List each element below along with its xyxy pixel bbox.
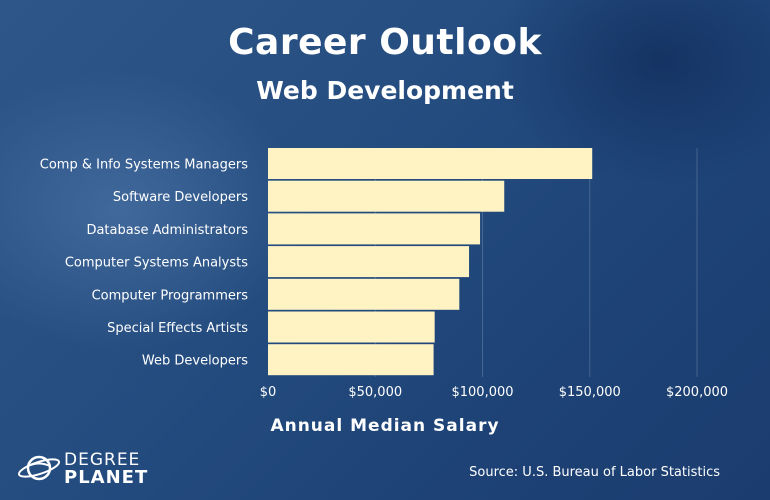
x-axis-label: Annual Median Salary bbox=[270, 416, 500, 436]
x-tick-label: $50,000 bbox=[348, 385, 402, 400]
category-label: Web Developers bbox=[142, 354, 248, 369]
bar bbox=[268, 278, 460, 310]
category-label: Database Administrators bbox=[86, 223, 248, 238]
category-label: Computer Systems Analysts bbox=[65, 256, 248, 271]
source-note: Source: U.S. Bureau of Labor Statistics bbox=[469, 465, 720, 480]
x-tick-label: $150,000 bbox=[559, 385, 621, 400]
category-label: Special Effects Artists bbox=[107, 321, 248, 336]
bar bbox=[268, 180, 505, 212]
chart-subtitle: Web Development bbox=[256, 76, 514, 105]
bar bbox=[268, 344, 434, 376]
bar bbox=[268, 148, 593, 179]
logo-word-planet: PLANET bbox=[64, 467, 149, 488]
category-label: Comp & Info Systems Managers bbox=[40, 158, 248, 173]
degree-planet-logo: DEGREE PLANET bbox=[16, 450, 149, 490]
category-label: Computer Programmers bbox=[92, 288, 249, 303]
bar bbox=[268, 246, 470, 278]
bar bbox=[268, 213, 481, 245]
x-tick-label: $0 bbox=[260, 385, 277, 400]
chart-title: Career Outlook bbox=[228, 22, 542, 63]
logo-word-degree: DEGREE bbox=[64, 450, 141, 470]
x-tick-label: $100,000 bbox=[451, 385, 513, 400]
x-tick-label: $200,000 bbox=[666, 385, 728, 400]
category-label: Software Developers bbox=[113, 190, 248, 205]
planet-icon bbox=[17, 455, 61, 481]
bar bbox=[268, 311, 435, 343]
